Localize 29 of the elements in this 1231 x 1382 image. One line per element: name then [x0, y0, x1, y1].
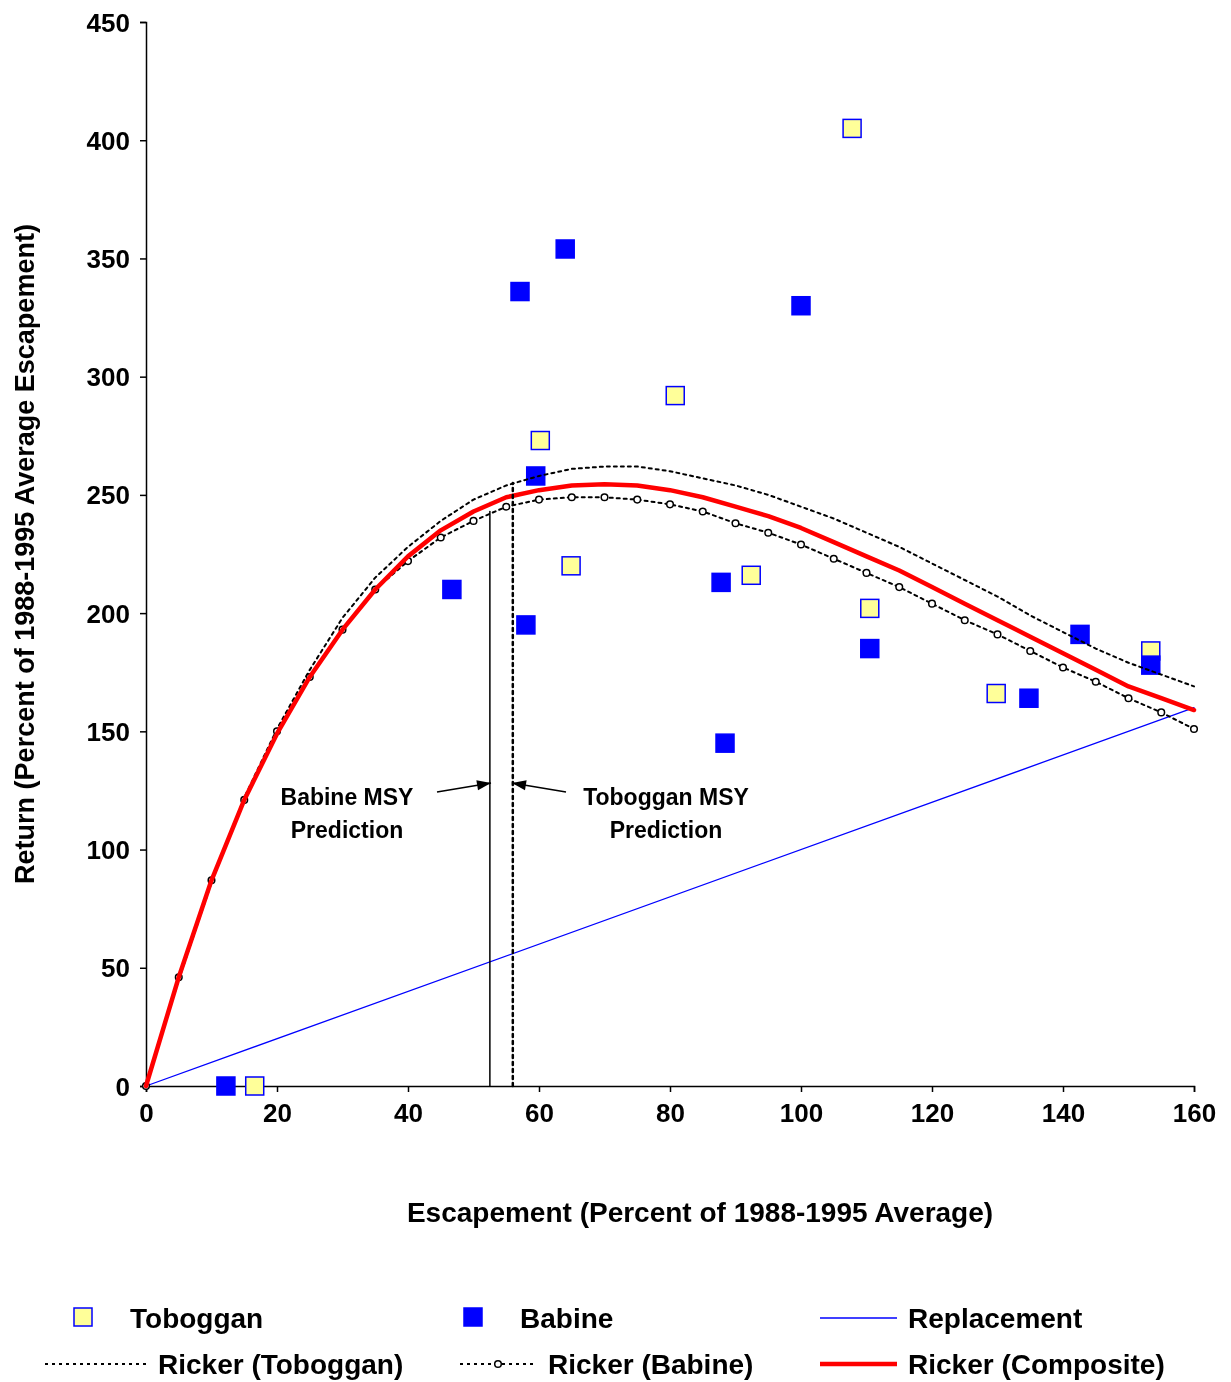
- legend-label: Ricker (Composite): [908, 1349, 1165, 1380]
- y-tick-label: 50: [101, 953, 130, 984]
- legend-label: Ricker (Babine): [548, 1349, 754, 1380]
- x-tick-label: 60: [525, 1098, 554, 1129]
- y-tick-label: 150: [86, 716, 130, 747]
- y-tick-label: 400: [86, 125, 130, 156]
- y-tick-label: 300: [86, 362, 130, 393]
- x-tick-label: 20: [263, 1098, 292, 1129]
- legend-label: Babine: [520, 1303, 614, 1334]
- x-tick-label: 0: [139, 1098, 154, 1129]
- x-tick-label: 100: [779, 1098, 824, 1129]
- legend-label: Replacement: [908, 1303, 1083, 1334]
- y-tick-label: 450: [86, 7, 130, 38]
- y-tick-label: 250: [86, 480, 130, 511]
- x-tick-label: 40: [394, 1098, 423, 1129]
- annotation: Babine MSY Prediction: [280, 784, 414, 843]
- legend-label: Ricker (Toboggan): [158, 1349, 404, 1380]
- annotation: Toboggan MSY Prediction: [583, 784, 749, 843]
- x-tick-label: 160: [1172, 1098, 1217, 1129]
- y-tick-label: 100: [86, 835, 130, 866]
- x-axis-title: Escapement (Percent of 1988-1995 Average): [406, 1197, 994, 1228]
- y-tick-label: 0: [115, 1071, 130, 1102]
- x-tick-label: 80: [656, 1098, 685, 1129]
- x-tick-label: 140: [1041, 1098, 1086, 1129]
- y-tick-label: 200: [86, 598, 130, 629]
- y-tick-label: 350: [86, 244, 130, 275]
- y-axis-title: Return (Percent of 1988-1995 Average Escapement): [10, 224, 40, 884]
- legend-label: Toboggan: [130, 1303, 264, 1334]
- x-tick-label: 120: [910, 1098, 955, 1129]
